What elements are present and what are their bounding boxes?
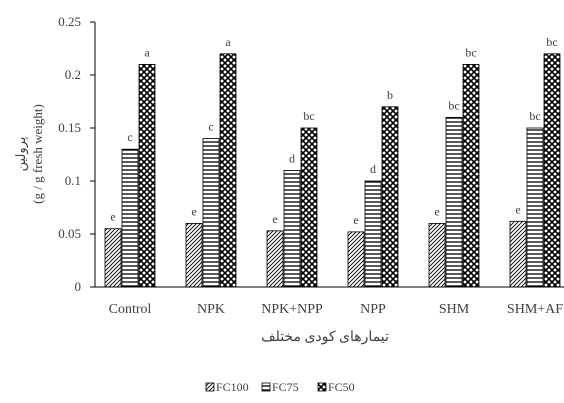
legend-label-fc75: FC75: [272, 380, 299, 394]
bar-fc100-0: [104, 228, 122, 288]
legend-label-fc50: FC50: [328, 380, 355, 394]
data-labels: e c a e c a e d bc e d b e bc bc e bc bc: [110, 35, 557, 227]
legend-swatch-fc100: [205, 382, 215, 392]
bar-fc50-5: [543, 53, 561, 288]
x-axis-categories: Control NPK NPK+NPP NPP SHM SHM+AF: [109, 302, 564, 317]
x-category-label: SHM+AF: [507, 302, 563, 317]
bar-fc75-5: [526, 127, 544, 288]
y-tick-label: 0.2: [65, 67, 81, 82]
legend-swatch-fc75: [261, 382, 271, 392]
y-axis-title-fa: پرولین: [13, 136, 29, 171]
bar-fc75-4: [445, 117, 463, 288]
bar-fc75-2: [283, 169, 301, 288]
y-tick-label: 0: [75, 279, 82, 294]
data-label: e: [434, 204, 439, 218]
data-label: e: [353, 213, 358, 227]
data-label: bc: [303, 109, 314, 123]
bar-fc100-3: [347, 231, 365, 288]
data-label: e: [110, 210, 115, 224]
bar-fc75-1: [202, 138, 220, 288]
data-label: a: [225, 35, 231, 49]
bars: [104, 53, 561, 288]
bar-fc50-3: [381, 106, 399, 288]
data-label: c: [127, 130, 132, 144]
legend-swatch-fc50: [317, 382, 327, 392]
data-label: d: [289, 151, 295, 165]
bar-fc100-2: [266, 230, 284, 288]
legend: FC100 FC75 FC50: [205, 380, 355, 394]
y-axis-title: پرولین (g / g fresh weight): [13, 104, 45, 204]
x-axis-title: تیمارهای کودی مختلف: [261, 330, 389, 345]
x-category-label: NPK+NPP: [261, 302, 323, 317]
data-label: e: [191, 204, 196, 218]
y-tick-label: 0.05: [58, 226, 81, 241]
bar-fc50-4: [462, 64, 480, 288]
data-label: d: [370, 162, 376, 176]
x-category-label: NPK: [197, 302, 225, 317]
y-axis-title-en: (g / g fresh weight): [30, 104, 45, 204]
y-tick-label: 0.15: [58, 120, 81, 135]
legend-label-fc100: FC100: [216, 380, 249, 394]
axes: [94, 22, 564, 288]
data-label: bc: [465, 45, 476, 59]
data-label: bc: [448, 98, 459, 112]
bar-fc75-0: [121, 148, 139, 288]
bar-fc50-0: [138, 64, 156, 288]
y-axis-ticks: 0 0.05 0.1 0.15 0.2 0.25: [58, 14, 95, 294]
data-label: c: [208, 120, 213, 134]
y-tick-label: 0.1: [65, 173, 81, 188]
data-label: a: [144, 45, 150, 59]
y-tick-label: 0.25: [58, 14, 81, 29]
data-label: e: [515, 202, 520, 216]
bar-fc100-1: [185, 222, 203, 288]
x-category-label: NPP: [360, 302, 386, 317]
bar-fc50-1: [219, 53, 237, 288]
bar-fc75-3: [364, 180, 382, 288]
data-label: bc: [529, 109, 540, 123]
x-category-label: SHM: [439, 302, 470, 317]
bar-fc100-5: [509, 220, 527, 288]
data-label: b: [387, 88, 393, 102]
bar-fc100-4: [428, 222, 446, 288]
bar-fc50-2: [300, 127, 318, 288]
data-label: bc: [546, 35, 557, 49]
x-category-label: Control: [109, 302, 152, 317]
data-label: e: [272, 212, 277, 226]
